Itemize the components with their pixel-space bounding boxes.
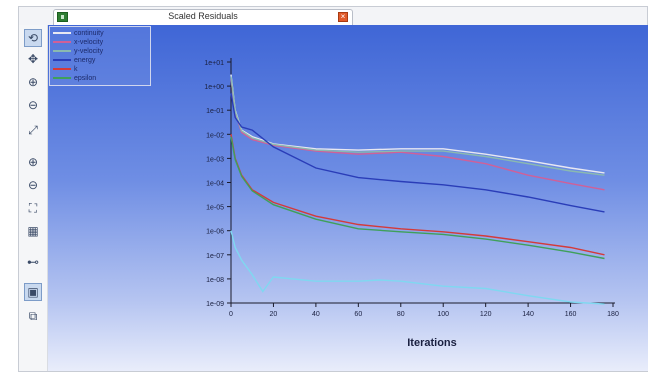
graphics-toolbar: ⟲ ✥ ⊕ ⊖ ⤢ ⊕ ⊖ ⛶ ▦ ⊷ ▣ ⧉ bbox=[19, 25, 48, 371]
rotate-icon[interactable]: ⟲ bbox=[24, 29, 42, 47]
scaled-residuals-window: Scaled Residuals × ⟲ ✥ ⊕ ⊖ ⤢ ⊕ ⊖ ⛶ ▦ ⊷ ▣… bbox=[18, 6, 648, 372]
residuals-plot-area[interactable]: continuity x-velocity y-velocity energy k eps… bbox=[48, 25, 648, 371]
x-tick-label: 40 bbox=[312, 311, 320, 318]
legend-swatch bbox=[53, 50, 71, 53]
legend-label: epsilon bbox=[74, 75, 97, 82]
y-tick-label: 1e-06 bbox=[206, 229, 224, 236]
x-tick-label: 20 bbox=[270, 311, 278, 318]
y-tick-label: 1e-02 bbox=[206, 132, 224, 139]
legend-swatch bbox=[53, 68, 71, 71]
residuals-chart: 1e+01 1e+00 1e-01 1e-02 1e-03 1e-04 1e-05 1e-06… bbox=[204, 58, 619, 349]
legend-item: energy bbox=[53, 57, 95, 67]
x-tick-label: 0 bbox=[229, 311, 233, 318]
pan-icon[interactable]: ✥ bbox=[27, 52, 39, 66]
x-tick-label: 160 bbox=[565, 311, 577, 318]
x-tick-label: 180 bbox=[607, 311, 619, 318]
legend-label: x-velocity bbox=[74, 39, 104, 46]
legend-label: k bbox=[74, 66, 78, 73]
legend-swatch bbox=[53, 77, 71, 80]
y-tick-label: 1e-05 bbox=[206, 205, 224, 212]
series-line-k bbox=[230, 134, 605, 256]
y-tick-label: 1e+01 bbox=[204, 60, 224, 67]
y-tick-label: 1e+00 bbox=[204, 84, 224, 91]
display-icon[interactable]: ▣ bbox=[24, 283, 42, 301]
probe-icon[interactable]: ⤢ bbox=[28, 123, 38, 137]
legend-label: y-velocity bbox=[74, 48, 104, 55]
x-tick-label: 60 bbox=[354, 311, 362, 318]
chart-legend: continuity x-velocity y-velocity energy k eps… bbox=[49, 26, 151, 86]
legend-item: epsilon bbox=[53, 75, 96, 85]
graph-icon bbox=[57, 12, 68, 22]
legend-label: energy bbox=[74, 57, 96, 64]
legend-item: x-velocity bbox=[53, 39, 103, 49]
series-line-x-velocity bbox=[230, 78, 605, 191]
series-line-unnamed bbox=[230, 230, 605, 305]
legend-item: k bbox=[53, 66, 78, 76]
legend-swatch bbox=[53, 41, 71, 44]
tab-title: Scaled Residuals bbox=[168, 11, 238, 21]
legend-label: continuity bbox=[74, 30, 104, 37]
y-tick-label: 1e-04 bbox=[206, 181, 224, 188]
y-tick-label: 1e-08 bbox=[206, 277, 224, 284]
fit-view-icon[interactable]: ⛶ bbox=[28, 201, 38, 215]
series-line-energy bbox=[230, 93, 605, 213]
x-axis-title: Iterations bbox=[407, 337, 457, 349]
render-icon[interactable]: ⧉ bbox=[28, 309, 38, 323]
close-icon[interactable]: × bbox=[338, 12, 348, 22]
x-tick-label: 140 bbox=[522, 311, 534, 318]
x-tick-label: 120 bbox=[480, 311, 492, 318]
y-tick-label: 1e-01 bbox=[206, 108, 224, 115]
y-tick-label: 1e-03 bbox=[206, 156, 224, 163]
series-line-epsilon bbox=[230, 136, 605, 260]
series-line-y-velocity bbox=[230, 76, 605, 176]
view-options-icon[interactable]: ▦ bbox=[27, 224, 39, 238]
camera-icon[interactable]: ⊷ bbox=[27, 255, 39, 269]
x-tick-label: 100 bbox=[437, 311, 449, 318]
zoom-fit-icon[interactable]: ⊖ bbox=[27, 178, 39, 192]
legend-item: y-velocity bbox=[53, 48, 103, 58]
legend-swatch bbox=[53, 32, 71, 35]
legend-item: continuity bbox=[53, 30, 104, 40]
series-line-continuity bbox=[230, 74, 605, 174]
legend-swatch bbox=[53, 59, 71, 62]
y-tick-label: 1e-07 bbox=[206, 253, 224, 260]
zoom-in-icon[interactable]: ⊕ bbox=[27, 75, 39, 89]
zoom-box-icon[interactable]: ⊕ bbox=[27, 155, 39, 169]
tab-scaled-residuals[interactable]: Scaled Residuals × bbox=[53, 9, 353, 25]
x-tick-label: 80 bbox=[397, 311, 405, 318]
y-tick-label: 1e-09 bbox=[206, 301, 224, 308]
zoom-out-icon[interactable]: ⊖ bbox=[27, 98, 39, 112]
tab-strip: Scaled Residuals × bbox=[19, 7, 647, 26]
